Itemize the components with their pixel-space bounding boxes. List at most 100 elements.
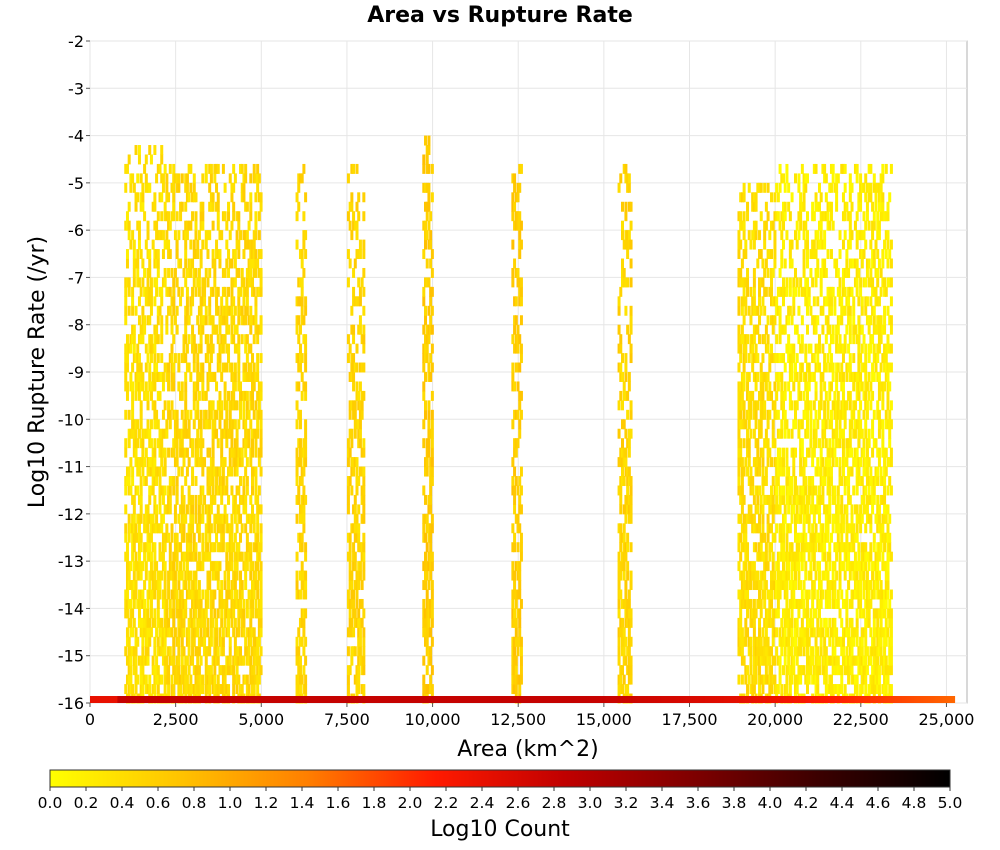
heatmap-cell: [805, 504, 809, 515]
heatmap-cell: [213, 163, 217, 174]
heatmap-cell: [245, 646, 249, 657]
heatmap-cell: [829, 201, 833, 212]
heatmap-cell: [619, 334, 623, 345]
heatmap-cell: [300, 561, 304, 572]
heatmap-cell: [749, 684, 753, 695]
heatmap-cell: [782, 277, 786, 288]
heatmap-cell: [192, 249, 196, 260]
heatmap-cell: [136, 258, 140, 269]
heatmap-cell: [134, 381, 138, 392]
heatmap-cell: [298, 684, 302, 695]
heatmap-cell: [148, 145, 152, 155]
heatmap-cell: [749, 513, 753, 524]
heatmap-cell: [771, 476, 775, 486]
heatmap-cell: [235, 447, 239, 458]
heatmap-cell: [235, 561, 239, 572]
heatmap-cell: [199, 608, 203, 619]
heatmap-cell: [215, 305, 219, 316]
heatmap-cell: [175, 532, 179, 543]
heatmap-cell: [237, 381, 241, 392]
heatmap-cell: [840, 315, 844, 326]
heatmap-cell: [187, 636, 191, 647]
heatmap-cell: [170, 561, 174, 572]
heatmap-cell: [780, 523, 784, 534]
heatmap-cell: [199, 296, 203, 307]
heatmap-cell: [427, 277, 431, 288]
heatmap-cell: [793, 286, 797, 297]
heatmap-cell: [184, 315, 188, 326]
heatmap-cell: [256, 580, 260, 591]
heatmap-cell: [196, 589, 200, 600]
heatmap-cell: [805, 428, 809, 439]
heatmap-cell: [627, 627, 631, 638]
heatmap-cell: [357, 580, 361, 591]
heatmap-cell: [298, 476, 302, 486]
heatmap-cell: [201, 201, 205, 212]
heatmap-cell: [137, 466, 141, 477]
heatmap-cell: [752, 513, 756, 524]
heatmap-cell: [843, 230, 847, 241]
heatmap-cell: [218, 419, 222, 430]
heatmap-cell: [137, 655, 141, 666]
heatmap-cell: [746, 551, 750, 562]
heatmap-cell: [350, 485, 354, 496]
heatmap-cell: [158, 646, 162, 657]
heatmap-cell: [362, 513, 366, 524]
heatmap-cell: [148, 362, 152, 373]
heatmap-cell: [254, 173, 258, 184]
heatmap-cell: [297, 684, 301, 695]
heatmap-cell: [227, 580, 231, 591]
heatmap-cell: [208, 674, 212, 685]
heatmap-cell: [807, 513, 811, 524]
heatmap-cell: [187, 523, 191, 534]
heatmap-cell: [776, 381, 780, 392]
heatmap-cell: [173, 580, 177, 591]
heatmap-cell: [137, 561, 141, 572]
heatmap-cell: [302, 504, 306, 515]
heatmap-cell: [257, 551, 261, 562]
heatmap-cell: [759, 211, 763, 222]
heatmap-cell: [358, 324, 362, 335]
heatmap-cell: [620, 447, 624, 458]
heatmap-cell: [298, 674, 302, 685]
heatmap-cell: [843, 305, 847, 316]
heatmap-cell: [744, 589, 748, 600]
heatmap-cell: [295, 570, 299, 581]
heatmap-cell: [752, 617, 756, 628]
heatmap-cell: [821, 485, 825, 496]
heatmap-cell: [256, 362, 260, 373]
heatmap-cell: [514, 192, 518, 203]
heatmap-cell: [141, 428, 145, 439]
heatmap-cell: [127, 674, 131, 685]
heatmap-cell: [766, 589, 770, 600]
heatmap-cell: [346, 438, 350, 449]
heatmap-cell: [228, 457, 232, 468]
heatmap-cell: [425, 561, 429, 572]
heatmap-cell: [848, 494, 852, 505]
heatmap-cell: [756, 523, 760, 534]
heatmap-cell: [790, 665, 794, 676]
heatmap-cell: [194, 192, 198, 203]
heatmap-cell: [179, 608, 183, 619]
heatmap-cell: [800, 665, 804, 676]
heatmap-cell: [220, 532, 224, 543]
heatmap-cell: [235, 665, 239, 676]
heatmap-cell: [358, 570, 362, 581]
heatmap-cell: [816, 315, 820, 326]
heatmap-cell: [175, 305, 179, 316]
heatmap-cell: [240, 627, 244, 638]
heatmap-cell: [134, 674, 138, 685]
heatmap-cell: [763, 438, 767, 449]
heatmap-cell: [184, 476, 188, 486]
heatmap-cell: [756, 447, 760, 458]
heatmap-cell: [754, 665, 758, 676]
heatmap-cell: [840, 400, 844, 411]
heatmap-cell: [620, 561, 624, 572]
heatmap-cell: [144, 570, 148, 581]
heatmap-cell: [256, 523, 260, 534]
heatmap-cell: [134, 145, 138, 155]
heatmap-cell: [298, 589, 302, 600]
heatmap-cell: [848, 636, 852, 647]
heatmap-cell: [790, 561, 794, 572]
heatmap-cell: [511, 457, 515, 468]
